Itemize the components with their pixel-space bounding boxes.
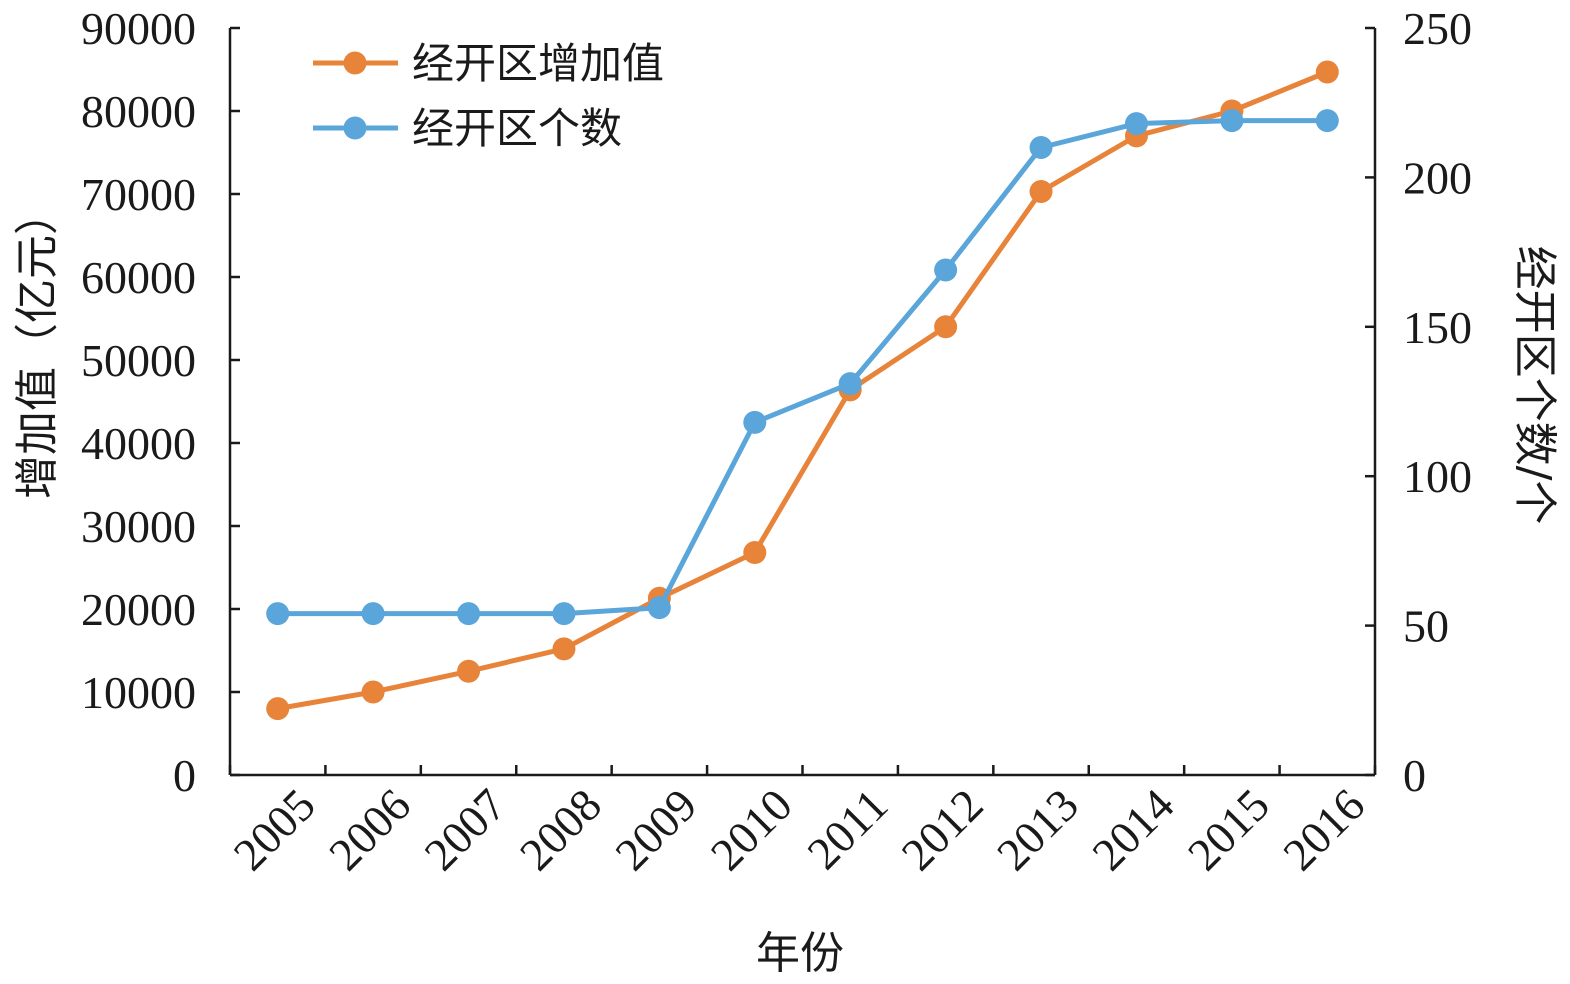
- x-tick-label: 2007: [414, 779, 515, 880]
- left-y-tick-label: 60000: [81, 252, 196, 303]
- left-y-axis-title: 增加值（亿元）: [12, 191, 63, 499]
- right-y-axis-title: 经开区个数/个: [1509, 246, 1560, 525]
- left-y-tick-label: 50000: [81, 335, 196, 386]
- x-tick-label: 2013: [987, 779, 1088, 880]
- right-y-tick-label: 0: [1403, 750, 1426, 801]
- series-0-point: [457, 659, 481, 683]
- series-1-point: [1315, 109, 1339, 133]
- right-y-tick-label: 50: [1403, 601, 1449, 652]
- legend-label-zone-count: 经开区个数: [412, 104, 622, 153]
- series-line-1: [275, 118, 1330, 617]
- series-1-point: [838, 372, 862, 396]
- right-y-tick-label: 150: [1403, 302, 1472, 353]
- x-tick-label: 2008: [510, 779, 611, 880]
- series-line-0: [275, 69, 1330, 712]
- x-tick-label: 2006: [319, 779, 420, 880]
- axes: [228, 26, 1377, 777]
- left-y-tick-label: 40000: [81, 418, 196, 469]
- series-1-point: [1029, 136, 1053, 160]
- series-0-point: [934, 315, 958, 339]
- x-tick-label: 2016: [1273, 779, 1374, 880]
- series-1-point: [934, 258, 958, 282]
- left-y-tick-label: 90000: [81, 3, 196, 54]
- x-tick-label: 2015: [1178, 779, 1279, 880]
- series-1-point: [1220, 109, 1244, 133]
- x-tick-label: 2011: [797, 779, 897, 879]
- left-y-tick-label: 20000: [81, 584, 196, 635]
- right-y-tick-label: 100: [1403, 451, 1472, 502]
- x-axis-title: 年份: [756, 928, 844, 979]
- series-0-point: [552, 637, 576, 661]
- x-tick-label: 2009: [605, 779, 706, 880]
- series-layer: [266, 60, 1339, 721]
- series-0-point: [1315, 60, 1339, 84]
- series-1-point: [743, 410, 767, 434]
- series-0-point: [1029, 180, 1053, 204]
- series-1-point: [647, 596, 671, 620]
- right-y-tick-label: 250: [1403, 3, 1472, 54]
- series-1-point: [552, 602, 576, 626]
- legend-marker-zone-count: [343, 116, 367, 140]
- series-0-point: [743, 541, 767, 565]
- series-1-point: [266, 602, 290, 626]
- legend-label-value-added: 经开区增加值: [412, 39, 664, 88]
- series-1-point: [1124, 112, 1148, 136]
- left-y-tick-label: 80000: [81, 86, 196, 137]
- right-y-tick-label: 200: [1403, 152, 1472, 203]
- x-tick-label: 2010: [701, 779, 802, 880]
- legend-marker-value-added: [343, 51, 367, 75]
- x-tick-label: 2005: [224, 779, 325, 880]
- left-y-tick-label: 30000: [81, 501, 196, 552]
- x-tick-label: 2014: [1082, 779, 1183, 880]
- series-1-point: [457, 602, 481, 626]
- left-y-tick-label: 10000: [81, 667, 196, 718]
- left-y-tick-label: 70000: [81, 169, 196, 220]
- series-1-point: [361, 602, 385, 626]
- x-tick-label: 2012: [892, 779, 993, 880]
- series-0-point: [361, 680, 385, 704]
- left-y-tick-label: 0: [173, 750, 196, 801]
- series-0-point: [266, 697, 290, 721]
- legend: 经开区增加值 经开区个数: [313, 39, 664, 153]
- tick-labels: 0 10000 20000 30000 40000 50000 60000 70000 8000…: [81, 3, 1472, 880]
